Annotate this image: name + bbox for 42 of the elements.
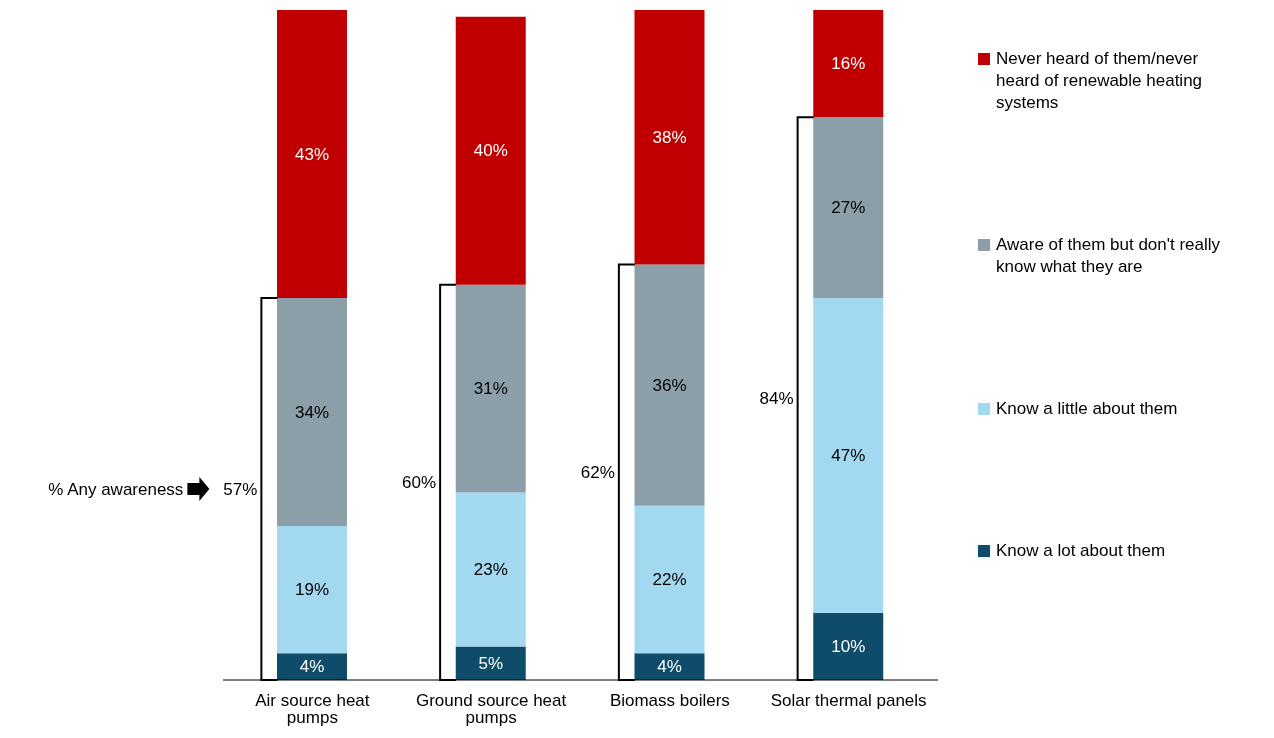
bar	[813, 10, 884, 118]
annotation: 60%	[402, 472, 437, 492]
bar	[813, 613, 884, 680]
annotation: 62%	[580, 462, 615, 482]
annotation: 57%	[223, 479, 258, 499]
data-label: 47%	[831, 446, 866, 466]
x-tick-label: Biomass boilers	[609, 691, 730, 711]
data-label: 10%	[831, 637, 866, 656]
data-label: 34%	[294, 402, 330, 422]
data-label: 40%	[473, 141, 508, 161]
data-label: 27%	[831, 198, 866, 218]
x-tick-label: Solar thermal panels	[770, 691, 927, 711]
bar	[634, 264, 705, 506]
annotation: 84%	[759, 389, 794, 409]
bar	[634, 10, 705, 265]
data-label: 22%	[652, 570, 687, 589]
data-label: 19%	[294, 580, 330, 600]
text: % Any awareness	[48, 479, 184, 499]
data-label: 36%	[652, 375, 687, 395]
data-label: 43%	[294, 144, 330, 164]
data-label: 5%	[478, 653, 504, 673]
legend-label: Know a little about them	[996, 398, 1178, 420]
data-label: 16%	[831, 54, 866, 74]
data-label: 4%	[657, 657, 682, 677]
data-label: 4%	[299, 657, 325, 677]
data-label: 31%	[473, 379, 508, 399]
bar	[813, 298, 884, 613]
bar	[277, 10, 347, 299]
bar	[277, 298, 347, 526]
x-tick-label: Ground source heat pumps	[415, 691, 567, 728]
bar	[455, 492, 526, 647]
legend-label: Aware of them but don't really know what they are	[996, 234, 1222, 278]
bar	[455, 284, 526, 493]
x-tick-label: Air source heat pumps	[255, 691, 370, 728]
bar	[455, 16, 526, 285]
data-label: 23%	[473, 559, 508, 579]
data-label: 38%	[652, 127, 687, 147]
legend-label: Never heard of them/never heard of renewable heating systems	[996, 48, 1204, 114]
bar	[277, 525, 347, 654]
bar	[634, 505, 705, 654]
legend-label: Know a lot about them	[996, 540, 1166, 562]
bar	[813, 117, 884, 299]
